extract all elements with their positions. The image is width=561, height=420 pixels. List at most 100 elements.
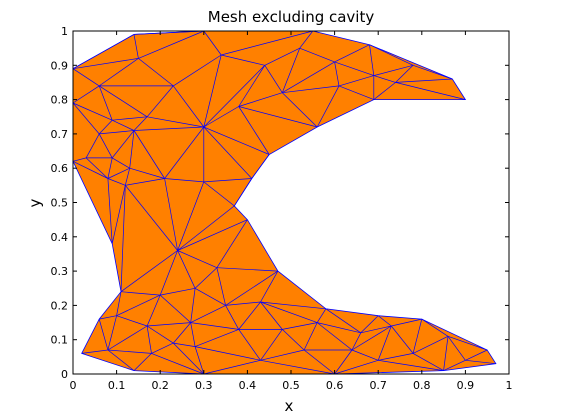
mesh-edge bbox=[107, 349, 135, 371]
mesh-edge bbox=[238, 301, 261, 330]
mesh-edge bbox=[334, 44, 370, 63]
mesh-edge bbox=[129, 167, 165, 179]
mesh-edge bbox=[282, 61, 335, 94]
chart-title: Mesh excluding cavity bbox=[208, 8, 375, 26]
mesh-edge bbox=[334, 349, 353, 375]
x-tick-label: 0.1 bbox=[108, 379, 126, 392]
mesh-edge bbox=[225, 305, 240, 330]
y-tick-label: 0.7 bbox=[51, 128, 69, 141]
mesh-edge bbox=[125, 178, 165, 186]
y-tick-label: 0.5 bbox=[51, 197, 69, 210]
mesh-edge bbox=[72, 102, 113, 121]
mesh-edge bbox=[260, 270, 279, 303]
x-axis-label: x bbox=[285, 397, 294, 415]
mesh-edge bbox=[282, 92, 318, 128]
mesh-edge bbox=[373, 75, 396, 83]
mesh-edge bbox=[194, 287, 226, 306]
mesh-edge bbox=[177, 219, 248, 251]
y-ticks: 0 0.1 0.2 0.3 0.4 0.5 0.6 0.7 0.8 0.9 1 bbox=[51, 25, 509, 381]
mesh-edge bbox=[98, 133, 113, 159]
mesh-edge bbox=[177, 250, 196, 289]
mesh-edge bbox=[159, 294, 191, 323]
mesh-edge bbox=[173, 54, 222, 87]
mesh-edge bbox=[395, 82, 466, 100]
x-tick-label: 0 bbox=[70, 379, 77, 392]
mesh-edge bbox=[377, 315, 392, 327]
mesh-region bbox=[72, 30, 497, 375]
mesh-edge bbox=[203, 178, 252, 183]
mesh-edge bbox=[216, 267, 226, 306]
y-tick-label: 0.2 bbox=[51, 299, 69, 312]
mesh-edge bbox=[238, 106, 270, 155]
x-ticks: 0 0.1 0.2 0.3 0.4 0.5 0.6 0.7 0.8 0.9 1 bbox=[70, 31, 513, 392]
mesh-edge bbox=[107, 178, 126, 186]
mesh-edge bbox=[107, 325, 148, 351]
mesh-edge bbox=[98, 85, 113, 121]
mesh-edge bbox=[146, 294, 161, 327]
mesh-edge bbox=[260, 301, 283, 330]
mesh-edge bbox=[203, 30, 222, 56]
mesh-edge bbox=[120, 250, 178, 292]
mesh-edge bbox=[133, 353, 152, 371]
mesh-edge bbox=[282, 329, 305, 351]
mesh-edge bbox=[116, 294, 161, 317]
mesh-edge bbox=[391, 318, 422, 327]
mesh-edge bbox=[112, 119, 135, 131]
mesh-edge bbox=[107, 157, 113, 179]
mesh-edge bbox=[378, 359, 444, 371]
mesh-edge bbox=[203, 65, 266, 128]
mesh-edge bbox=[203, 359, 261, 375]
mesh-edge bbox=[147, 322, 191, 327]
y-tick-label: 0.9 bbox=[51, 59, 69, 72]
mesh-edge bbox=[360, 315, 379, 334]
mesh-edge bbox=[190, 305, 226, 323]
mesh-edge bbox=[98, 58, 139, 87]
mesh-edge bbox=[98, 119, 113, 135]
mesh-edge bbox=[351, 349, 379, 361]
mesh-edge bbox=[111, 185, 126, 244]
mesh-edge bbox=[378, 353, 414, 361]
mesh-edge bbox=[234, 178, 253, 207]
x-tick-label: 0.8 bbox=[413, 379, 431, 392]
mesh-edge bbox=[264, 47, 300, 66]
mesh-edge bbox=[133, 30, 204, 35]
mesh-edge bbox=[147, 116, 204, 128]
mesh-edge bbox=[412, 335, 449, 354]
mesh-edge bbox=[99, 315, 117, 320]
mesh-edge bbox=[443, 336, 449, 371]
mesh-edge bbox=[465, 349, 488, 361]
mesh-edge bbox=[99, 85, 148, 118]
x-tick-label: 0.7 bbox=[369, 379, 387, 392]
mesh-edge bbox=[282, 322, 318, 330]
mesh-edge bbox=[72, 34, 135, 70]
mesh-edge bbox=[369, 44, 414, 66]
mesh-edge bbox=[221, 54, 265, 66]
mesh-edge bbox=[303, 322, 318, 351]
mesh-edge bbox=[190, 322, 196, 347]
mesh-edge bbox=[238, 92, 283, 107]
mesh-edge bbox=[299, 47, 335, 63]
mesh-edge bbox=[317, 322, 361, 334]
mesh-edge bbox=[299, 30, 314, 49]
mesh-edge bbox=[260, 301, 318, 323]
mesh-edge bbox=[251, 154, 270, 179]
mesh-edge bbox=[133, 130, 165, 179]
mesh-edge bbox=[124, 168, 131, 186]
mesh-edge bbox=[133, 126, 204, 131]
mesh-edge bbox=[412, 64, 453, 80]
x-tick-label: 0.4 bbox=[239, 379, 257, 392]
mesh-edge bbox=[334, 61, 340, 86]
mesh-edge bbox=[447, 335, 488, 351]
mesh-edge bbox=[99, 130, 135, 135]
mesh-edge bbox=[120, 291, 161, 296]
mesh-edge bbox=[146, 85, 174, 118]
mesh-edge bbox=[173, 322, 191, 344]
mesh-edge bbox=[391, 325, 414, 354]
mesh-edge bbox=[282, 85, 340, 94]
mesh-edge bbox=[281, 48, 301, 93]
mesh-edge bbox=[221, 30, 313, 56]
mesh-edge bbox=[194, 267, 218, 289]
mesh-edge bbox=[173, 342, 205, 375]
